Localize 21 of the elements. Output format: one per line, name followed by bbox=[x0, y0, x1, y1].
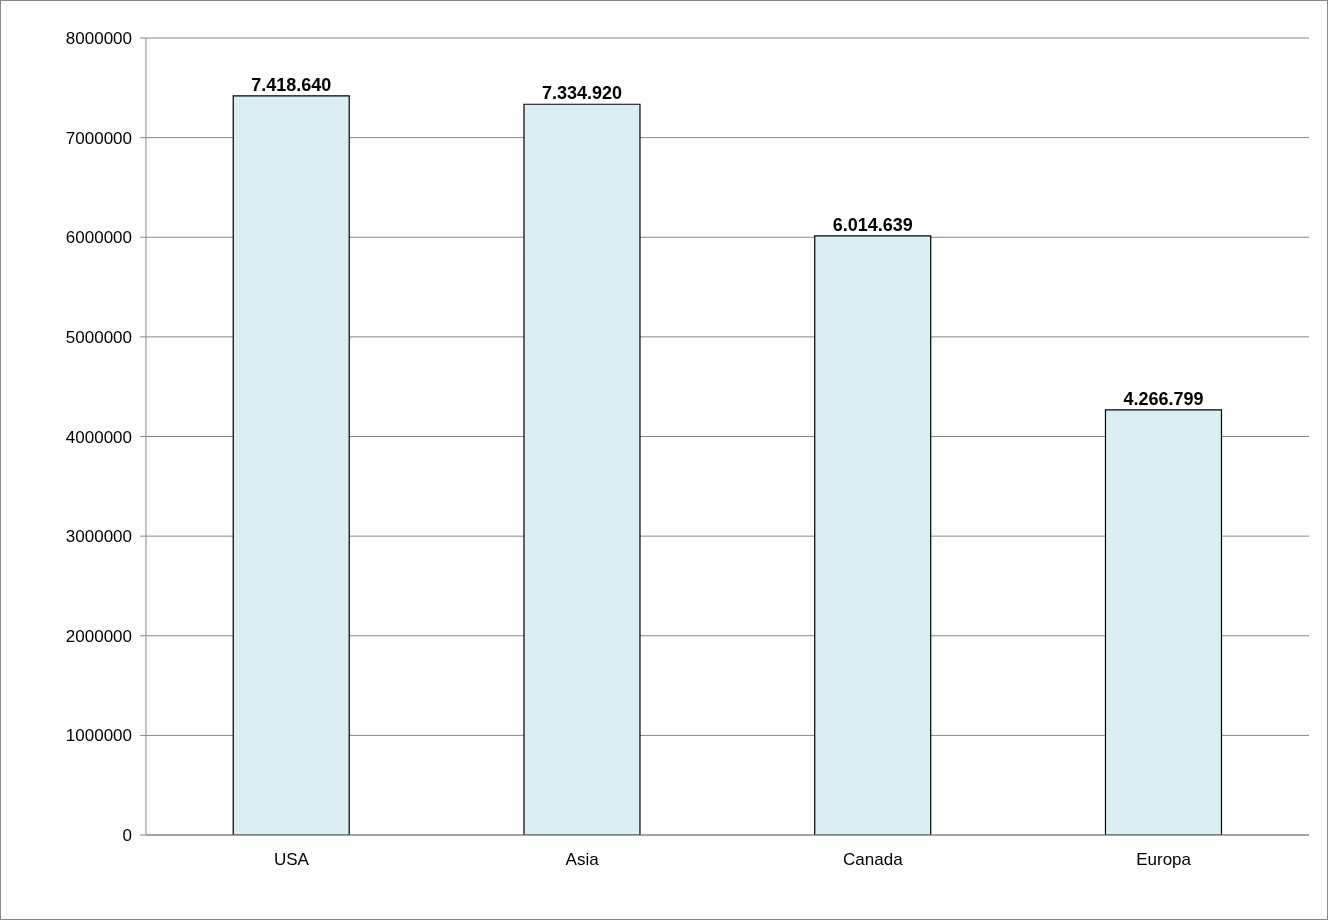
x-tick-label: Europa bbox=[1136, 850, 1192, 870]
bar bbox=[232, 95, 350, 835]
data-label: 7.334.920 bbox=[541, 83, 623, 104]
y-tick-label: 1000000 bbox=[65, 726, 132, 746]
x-tick-label: Canada bbox=[843, 850, 904, 870]
y-tick-label: 3000000 bbox=[65, 527, 132, 547]
y-tick-label: 6000000 bbox=[65, 228, 132, 248]
y-tick-label: 8000000 bbox=[65, 29, 132, 49]
y-tick-label: 4000000 bbox=[65, 427, 132, 447]
data-label: 4.266.799 bbox=[1123, 388, 1204, 409]
x-tick-label: Asia bbox=[565, 850, 600, 870]
y-tick-label: 7000000 bbox=[65, 128, 132, 148]
bar bbox=[814, 235, 932, 835]
bar bbox=[523, 103, 641, 835]
y-tick-label: 0 bbox=[122, 826, 132, 846]
data-label: 6.014.639 bbox=[832, 214, 913, 235]
bar bbox=[1104, 409, 1223, 835]
data-label: 7.418.640 bbox=[251, 74, 332, 95]
y-tick-label: 2000000 bbox=[65, 626, 132, 646]
x-tick-label: USA bbox=[273, 850, 310, 870]
y-tick-label: 5000000 bbox=[65, 327, 132, 347]
